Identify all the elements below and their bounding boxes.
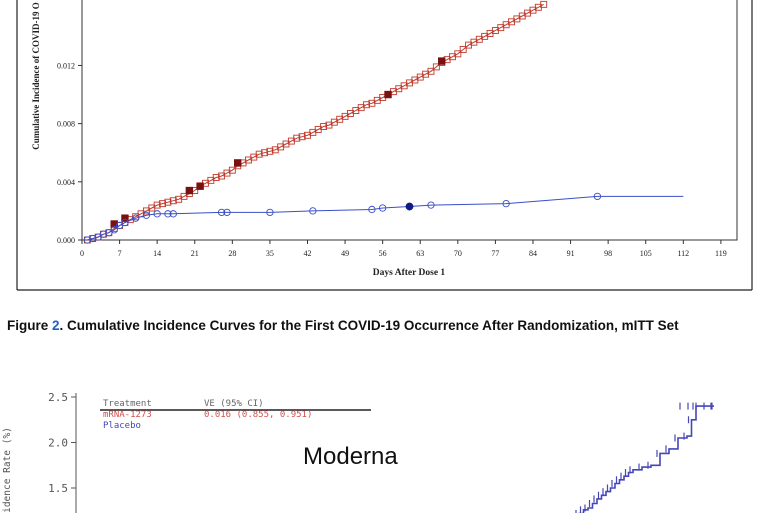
figure-caption: Figure 2. Cumulative Incidence Curves fo… — [7, 317, 747, 334]
x-tick-label: 119 — [715, 249, 727, 258]
data-point-circle — [153, 210, 161, 218]
series-line-blue — [87, 195, 684, 241]
data-point-square — [427, 67, 435, 75]
figure-caption-panel: Figure 2. Cumulative Incidence Curves fo… — [0, 300, 770, 360]
data-point-circle — [217, 208, 226, 217]
caption-figure-number[interactable]: 2 — [52, 318, 60, 333]
data-point-square — [159, 200, 166, 208]
data-point-square — [363, 101, 370, 109]
bottom-incidence-chart: 1.5 2.0 2.5 idence Rate (%) Treatment VE (… — [2, 391, 714, 513]
data-point-square — [540, 0, 548, 8]
bottom-y-axis-label: idence Rate (%) — [2, 427, 13, 513]
data-point-square — [164, 198, 172, 206]
x-tick-label: 70 — [454, 249, 462, 258]
y-tick-label: 0.012 — [57, 61, 75, 70]
x-tick-label: 0 — [80, 249, 84, 258]
data-point-circle — [121, 218, 129, 227]
x-tick-label: 105 — [640, 249, 652, 258]
bottom-y-tick-label: 1.5 — [48, 482, 68, 495]
data-point-square — [320, 123, 328, 130]
y-tick-label: 0.008 — [57, 120, 75, 129]
x-tick-label: 56 — [379, 249, 387, 258]
moderna-annotation: Moderna — [303, 443, 398, 470]
data-point-circle — [427, 201, 435, 209]
data-point-circle — [309, 207, 317, 215]
x-tick-label: 21 — [191, 249, 199, 258]
x-tick-label: 35 — [266, 249, 274, 258]
data-point-filled-square — [438, 57, 446, 65]
x-tick-label: 77 — [491, 249, 499, 258]
x-tick-label: 63 — [416, 249, 424, 258]
data-point-circle — [132, 214, 140, 222]
data-point-circle — [142, 211, 151, 219]
data-point-circle — [502, 199, 510, 208]
data-point-filled-square — [384, 90, 392, 99]
data-point-square — [153, 201, 161, 209]
bottom-y-tick-label: 2.5 — [48, 391, 68, 404]
top-incidence-chart: 0.000 0.004 0.008 0.012 0 7 14 21 28 35 42 49 56 63 7… — [16, 0, 753, 291]
data-point-filled-square — [110, 220, 118, 228]
data-point-circle — [89, 234, 97, 243]
x-tick-label: 7 — [118, 249, 122, 258]
data-point-circle — [110, 226, 118, 234]
data-point-square — [298, 133, 306, 141]
placebo-step-curve — [578, 405, 714, 513]
x-tick-label: 112 — [677, 249, 689, 258]
x-tick-label: 84 — [529, 249, 537, 258]
caption-text: . Cumulative Incidence Curves for the Fi… — [59, 318, 679, 333]
data-point-circle — [266, 208, 274, 217]
data-point-square — [432, 63, 440, 71]
y-axis-label: Cumulative Incidence of COVID-19 O — [31, 2, 41, 150]
x-tick-label: 28 — [228, 249, 236, 258]
data-point-filled-square — [185, 186, 194, 195]
data-point-square — [228, 166, 236, 174]
data-point-square — [255, 150, 263, 158]
top-chart-panel: 0.000 0.004 0.008 0.012 0 7 14 21 28 35 42 49 56 63 7… — [16, 0, 753, 291]
legend-row-placebo-name: Placebo — [103, 421, 141, 431]
data-point-filled-square — [196, 182, 204, 190]
legend-header-treatment: Treatment — [103, 399, 152, 409]
data-point-filled-circle — [405, 202, 414, 211]
legend-row-mrna-name: mRNA-1273 — [103, 410, 152, 420]
data-point-filled-square — [121, 214, 129, 222]
data-point-filled-square — [233, 159, 242, 167]
data-point-circle — [379, 204, 387, 212]
caption-label: Figure — [7, 318, 53, 333]
data-point-square — [266, 147, 274, 155]
x-tick-label: 14 — [153, 249, 161, 258]
data-point-circle — [593, 192, 602, 201]
y-tick-label: 0.000 — [57, 236, 75, 245]
data-point-square — [454, 50, 462, 58]
x-tick-label: 42 — [303, 249, 311, 258]
data-point-square — [169, 197, 177, 205]
data-point-square — [459, 46, 467, 53]
data-point-square — [261, 149, 268, 157]
data-point-circle — [169, 210, 177, 218]
data-point-square — [212, 174, 220, 181]
bottom-y-tick-label: 2.0 — [48, 437, 68, 450]
y-tick-label: 0.004 — [57, 178, 75, 187]
x-axis-label: Days After Dose 1 — [373, 268, 446, 278]
data-point-circle — [99, 230, 108, 238]
x-tick-label: 91 — [567, 249, 575, 258]
data-point-circle — [368, 205, 376, 214]
data-point-circle — [83, 236, 92, 244]
data-point-circle — [223, 208, 231, 217]
legend-header-ve: VE (95% CI) — [204, 399, 264, 409]
x-tick-label: 98 — [604, 249, 612, 258]
legend-row-mrna-ve: 0.016 (0.855, 0.951) — [204, 410, 312, 420]
data-point-circle — [164, 210, 172, 218]
bottom-chart-panel: 1.5 2.0 2.5 idence Rate (%) Treatment VE (… — [0, 378, 770, 513]
data-point-square — [293, 134, 301, 142]
plot-frame — [81, 0, 738, 241]
x-tick-label: 49 — [341, 249, 349, 258]
